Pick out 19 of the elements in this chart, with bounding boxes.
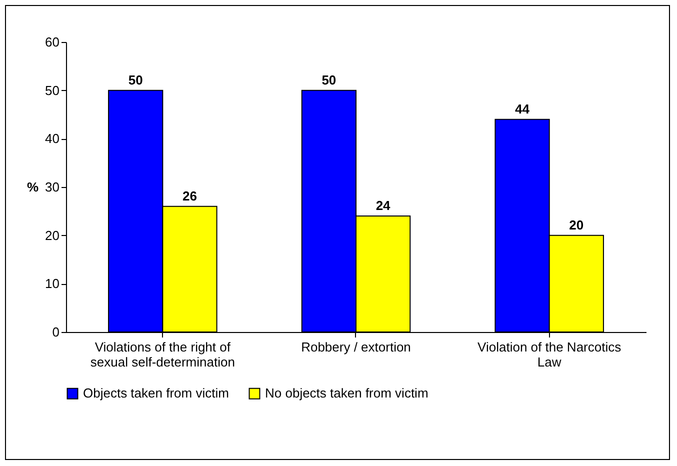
data-label: 26 <box>182 188 197 204</box>
x-tick-label: Violations of the right of sexual self-determination <box>90 340 235 370</box>
y-tick-label: 20 <box>45 228 60 243</box>
y-tick-label: 40 <box>45 131 60 146</box>
y-tick-label: 50 <box>45 82 60 98</box>
y-tick-label: 30 <box>45 180 60 194</box>
x-tick-label: Violation of the Narcotics Law <box>478 340 622 370</box>
data-label: 50 <box>322 72 336 88</box>
data-label: 24 <box>376 198 392 213</box>
x-tick-label: Robbery / extortion <box>301 340 411 354</box>
data-label: 44 <box>515 101 530 116</box>
y-tick-label: 10 <box>45 276 60 292</box>
y-axis-title: % <box>26 180 39 194</box>
legend-label: No objects taken from victim <box>265 386 428 401</box>
data-label: 50 <box>128 72 143 88</box>
y-tick-label: 60 <box>45 34 60 50</box>
legend-label: Objects taken from victim <box>83 386 229 401</box>
y-tick-label: 0 <box>52 324 60 340</box>
data-label: 20 <box>569 217 584 232</box>
